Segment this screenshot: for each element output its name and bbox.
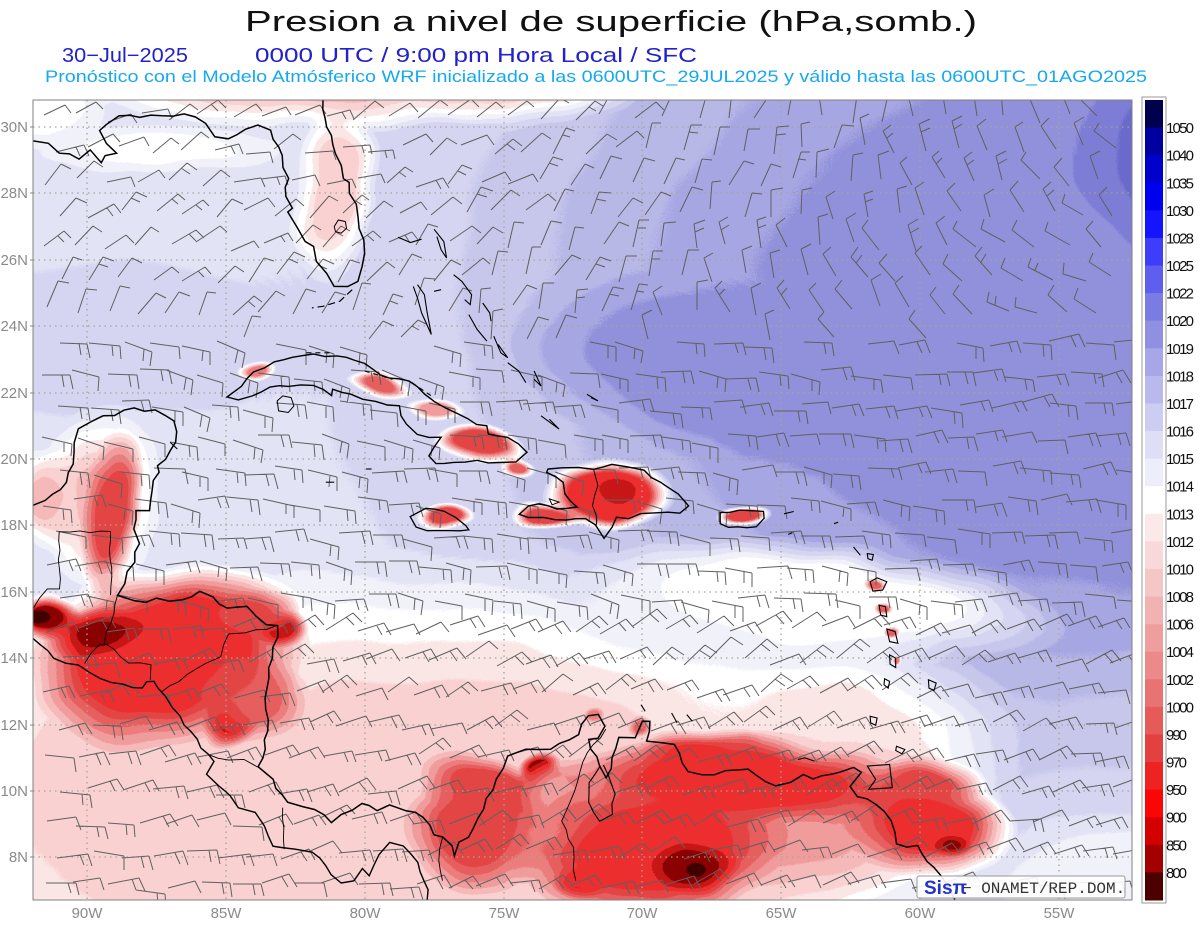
- svg-text:22N: 22N: [0, 385, 28, 402]
- svg-text:75W: 75W: [489, 905, 521, 922]
- svg-text:24N: 24N: [0, 318, 28, 335]
- svg-text:1030: 1030: [1166, 203, 1194, 220]
- svg-text:Presion a nivel de superficie: Presion a nivel de superficie (hPa,somb.…: [245, 6, 977, 38]
- svg-text:Sisπ: Sisπ: [924, 878, 968, 899]
- svg-text:1020: 1020: [1166, 313, 1194, 330]
- svg-text:8N: 8N: [9, 849, 28, 866]
- svg-text:1014: 1014: [1166, 479, 1194, 496]
- svg-text:0000 UTC / 9:00 pm Hora Local: 0000 UTC / 9:00 pm Hora Local / SFC: [255, 45, 697, 67]
- svg-text:1016: 1016: [1166, 424, 1194, 441]
- svg-text:60W: 60W: [905, 905, 937, 922]
- svg-text:90W: 90W: [72, 905, 104, 922]
- svg-text:16N: 16N: [0, 584, 28, 601]
- svg-text:30N: 30N: [0, 119, 28, 136]
- svg-text:70W: 70W: [627, 905, 659, 922]
- svg-text:1015: 1015: [1166, 451, 1194, 468]
- svg-text:1013: 1013: [1166, 506, 1194, 523]
- svg-text:Pronóstico con el Modelo Atmós: Pronóstico con el Modelo Atmósferico WRF…: [45, 67, 1147, 86]
- svg-text:26N: 26N: [0, 252, 28, 269]
- svg-text:1004: 1004: [1166, 644, 1194, 661]
- svg-text:1050: 1050: [1166, 120, 1194, 137]
- svg-text:1017: 1017: [1166, 396, 1194, 413]
- svg-text:1019: 1019: [1166, 341, 1194, 358]
- svg-text:20N: 20N: [0, 451, 28, 468]
- svg-text:80W: 80W: [350, 905, 382, 922]
- svg-text:30−Jul−2025: 30−Jul−2025: [62, 45, 188, 67]
- svg-text:1008: 1008: [1166, 589, 1194, 606]
- svg-text:1010: 1010: [1166, 562, 1194, 579]
- svg-text:850: 850: [1166, 837, 1187, 854]
- svg-text:65W: 65W: [766, 905, 798, 922]
- svg-text:28N: 28N: [0, 185, 28, 202]
- svg-text:990: 990: [1166, 727, 1187, 744]
- svg-text:1040: 1040: [1166, 148, 1194, 165]
- svg-text:55W: 55W: [1044, 905, 1076, 922]
- svg-text:1025: 1025: [1166, 258, 1194, 275]
- svg-text:1035: 1035: [1166, 175, 1194, 192]
- svg-text:10N: 10N: [0, 783, 28, 800]
- svg-text:14N: 14N: [0, 650, 28, 667]
- svg-text:1018: 1018: [1166, 368, 1194, 385]
- svg-text:900: 900: [1166, 810, 1187, 827]
- svg-text:1006: 1006: [1166, 617, 1194, 634]
- svg-text:85W: 85W: [211, 905, 243, 922]
- svg-text:− ONAMET/REP.DOM.: − ONAMET/REP.DOM.: [962, 880, 1125, 898]
- svg-text:970: 970: [1166, 755, 1187, 772]
- svg-text:950: 950: [1166, 782, 1187, 799]
- svg-text:1012: 1012: [1166, 534, 1194, 551]
- svg-text:1000: 1000: [1166, 699, 1194, 716]
- svg-text:1002: 1002: [1166, 672, 1194, 689]
- svg-text:1028: 1028: [1166, 230, 1194, 247]
- svg-text:1022: 1022: [1166, 286, 1194, 303]
- svg-text:12N: 12N: [0, 717, 28, 734]
- svg-text:800: 800: [1166, 865, 1187, 882]
- svg-text:18N: 18N: [0, 517, 28, 534]
